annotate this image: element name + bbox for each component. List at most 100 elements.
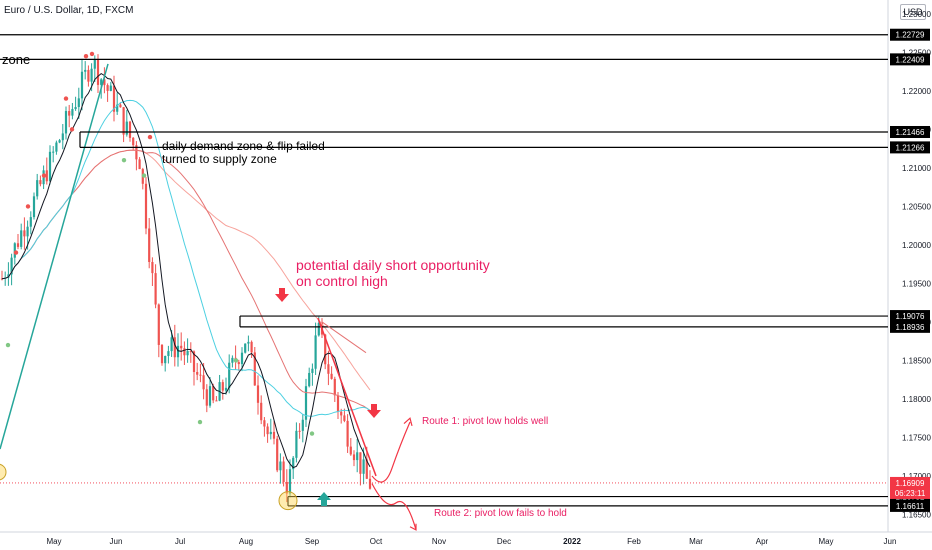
x-tick-label: Mar — [689, 537, 703, 546]
candle-body — [36, 180, 39, 197]
candle-body — [26, 226, 29, 237]
route2-path — [371, 483, 417, 531]
candle-body — [212, 386, 215, 401]
route2-arrowhead — [409, 523, 417, 531]
y-tick-label: 1.21000 — [902, 164, 931, 173]
x-tick-label: Sep — [305, 537, 320, 546]
last-price-label: 1.16909 — [896, 479, 925, 488]
level-label: 1.22409 — [896, 55, 925, 64]
signal-dot-green — [141, 173, 147, 178]
candle-body — [336, 395, 340, 412]
candle-body — [109, 85, 112, 91]
candle-body — [186, 351, 189, 356]
candle-body — [20, 230, 23, 247]
candle-body — [39, 180, 42, 185]
candle-body — [7, 274, 10, 278]
candle-body — [333, 378, 336, 396]
candle-body — [253, 352, 256, 386]
signal-dot-red — [147, 134, 153, 140]
candle-body — [183, 348, 186, 356]
candle-body — [154, 273, 157, 305]
symbol-label[interactable]: Euro / U.S. Dollar, 1D, FXCM — [4, 5, 134, 16]
candle-body — [240, 352, 244, 365]
candle-body — [167, 351, 170, 356]
candle-body — [266, 426, 269, 435]
signal-dot-green — [197, 419, 203, 425]
short-opportunity-label: potential daily short opportunity — [296, 257, 490, 273]
candle-body — [256, 385, 260, 403]
candle-body — [106, 85, 109, 91]
candle-body — [135, 145, 138, 160]
level-label: 1.18936 — [896, 323, 925, 332]
candle-body — [13, 243, 16, 258]
candle-body — [231, 357, 234, 363]
candle-body — [196, 371, 199, 375]
y-tick-label: 1.17000 — [902, 472, 931, 481]
candle-body — [327, 364, 330, 374]
route1-label: Route 1: pivot low holds well — [422, 416, 548, 427]
candle-body — [160, 344, 164, 364]
up-arrow — [317, 492, 331, 506]
x-tick-label: May — [46, 537, 61, 546]
candle-body — [138, 159, 141, 170]
candle-body — [362, 459, 365, 474]
candle-body — [250, 341, 253, 353]
pivot-low-marker — [278, 491, 298, 511]
candle-body — [100, 79, 103, 85]
support-trendline — [0, 63, 109, 450]
candle-body — [90, 68, 93, 82]
ma-black-line — [1, 72, 371, 469]
short-entry-arrow — [275, 288, 289, 302]
candle-body — [192, 351, 196, 372]
candle-body — [84, 69, 87, 72]
candle-body — [352, 454, 356, 461]
candle-body — [122, 107, 125, 135]
candle-body — [128, 121, 132, 138]
candle-body — [298, 430, 301, 432]
signal-dot-green — [233, 358, 239, 363]
candle-body — [116, 104, 119, 112]
route1-arrowhead — [403, 417, 413, 427]
level-label: 1.22729 — [896, 31, 925, 40]
pivot-marker-left — [0, 463, 7, 481]
resistance-trendline — [317, 317, 377, 477]
control-high-label: on control high — [296, 273, 388, 289]
signal-dot-red — [89, 51, 95, 57]
candle-body — [48, 151, 52, 182]
candle-body — [276, 438, 279, 471]
candle-body — [205, 389, 208, 406]
candle-body — [93, 59, 96, 69]
candle-body — [71, 109, 74, 116]
x-tick-label: Jun — [110, 537, 123, 546]
route1-path — [371, 421, 411, 483]
candle-body — [170, 337, 173, 352]
currency-button[interactable]: USD — [900, 4, 926, 20]
level-label-box — [890, 320, 930, 333]
x-tick-label: Feb — [627, 537, 641, 546]
candle-body — [80, 71, 84, 99]
candle-body — [343, 415, 346, 421]
candle-body — [77, 98, 80, 108]
signal-dot-red — [69, 127, 75, 132]
candle-body — [224, 387, 228, 391]
signal-dot-red — [83, 54, 89, 59]
level-label-box — [890, 310, 930, 323]
y-tick-label: 1.19500 — [902, 279, 931, 288]
x-tick-label: Oct — [370, 537, 383, 546]
candle-body — [61, 133, 64, 141]
candle-body — [148, 228, 151, 262]
candle-body — [282, 461, 285, 482]
x-tick-label: Nov — [432, 537, 446, 546]
countdown-label: 06:23:11 — [895, 489, 926, 498]
candle-body — [311, 368, 314, 373]
candle-body — [314, 335, 317, 369]
candle-body — [365, 459, 368, 479]
candle-body — [112, 85, 116, 112]
candle-body — [324, 334, 327, 365]
candle-body — [279, 461, 282, 471]
candle-body — [64, 111, 68, 134]
candle-body — [29, 217, 32, 227]
last-price-box — [890, 476, 930, 499]
y-tick-label: 1.22500 — [902, 48, 931, 57]
